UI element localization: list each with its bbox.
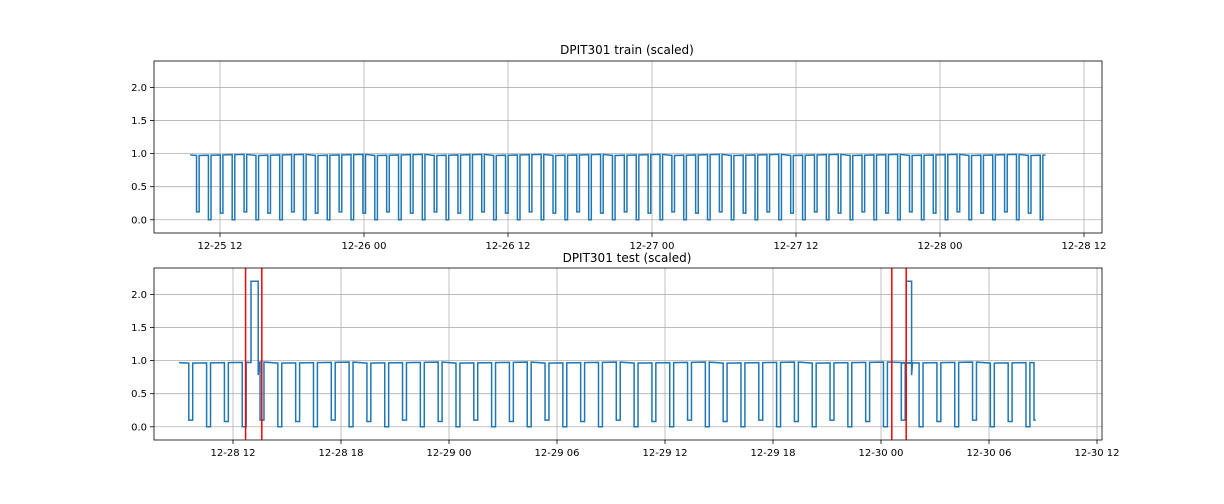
test-series [178,280,1036,428]
train-axes-frame [153,60,1103,234]
y-tick-label: 1.0 [131,149,147,160]
test-ticks: 12-28 12 12-28 18 12-29 00 12-29 06 12-29 12… [131,290,1119,459]
train-grid [154,61,1102,233]
series-line [189,153,1046,221]
x-tick-label: 12-30 06 [967,448,1012,459]
y-tick-label: 0.5 [131,182,147,193]
test-subplot: DPIT301 test (scaled) 12-28 12 12-28 18 12… [131,251,1119,459]
x-tick-label: 12-27 00 [630,241,675,252]
x-tick-label: 12-28 12 [1062,241,1107,252]
y-tick-label: 1.5 [131,116,147,127]
y-tick-label: 1.0 [131,356,147,367]
y-tick-label: 0.0 [131,422,147,433]
x-tick-label: 12-30 00 [859,448,904,459]
train-ticks: 12-25 12 12-26 00 12-26 12 12-27 00 12-27 12… [131,83,1106,252]
x-tick-label: 12-28 12 [211,448,256,459]
test-grid [154,268,1102,440]
train-subplot: DPIT301 train (scaled) 12-25 12 12-26 00 1… [131,43,1106,252]
test-anomaly-markers [244,268,907,440]
x-tick-label: 12-26 12 [486,241,531,252]
x-tick-label: 12-29 12 [643,448,688,459]
y-tick-label: 2.0 [131,83,147,94]
x-tick-label: 12-29 18 [751,448,796,459]
x-tick-label: 12-28 18 [319,448,364,459]
y-tick-label: 0.0 [131,215,147,226]
y-tick-label: 1.5 [131,323,147,334]
train-series [189,153,1046,221]
train-chart-title: DPIT301 train (scaled) [560,43,694,57]
y-tick-label: 2.0 [131,290,147,301]
test-axes-frame [153,267,1103,441]
x-tick-label: 12-25 12 [198,241,243,252]
x-tick-label: 12-27 12 [774,241,819,252]
test-chart-title: DPIT301 test (scaled) [563,251,692,265]
x-tick-label: 12-29 00 [427,448,472,459]
x-tick-label: 12-26 00 [342,241,387,252]
series-line [178,280,1036,428]
x-tick-label: 12-29 06 [535,448,580,459]
y-tick-label: 0.5 [131,389,147,400]
x-tick-label: 12-30 12 [1075,448,1120,459]
x-tick-label: 12-28 00 [918,241,963,252]
